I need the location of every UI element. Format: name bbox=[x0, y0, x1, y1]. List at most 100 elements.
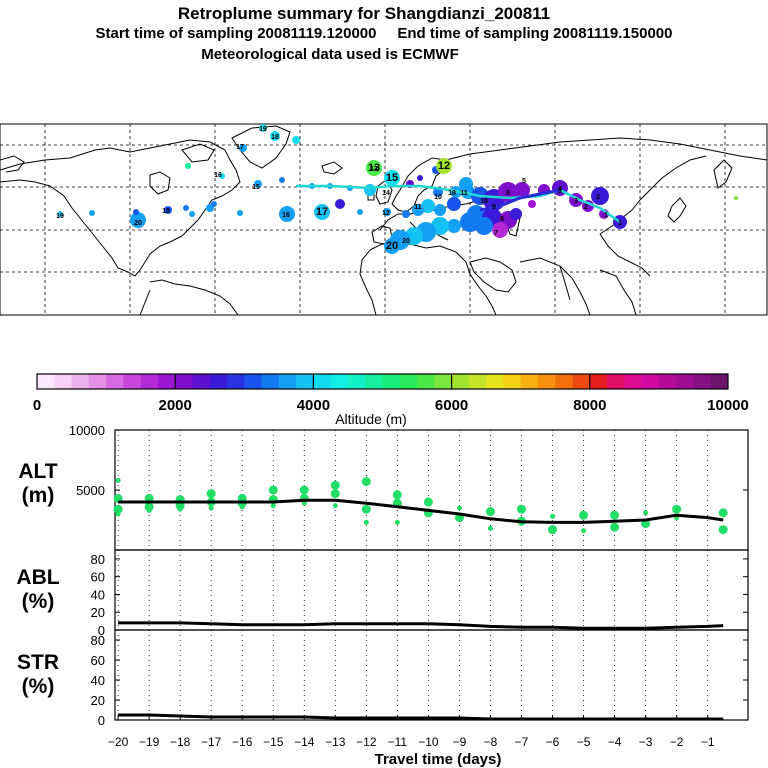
colorbar-swatch bbox=[244, 374, 263, 389]
y-tick-label: 20 bbox=[91, 693, 105, 708]
trajectory-day-label: 17 bbox=[236, 144, 244, 151]
altitude-point bbox=[579, 510, 589, 520]
altitude-point bbox=[115, 511, 121, 517]
colorbar-swatch bbox=[71, 374, 90, 389]
x-tick-label: −5 bbox=[577, 735, 591, 749]
colorbar-swatch bbox=[520, 374, 539, 389]
panel-ylabel: (%) bbox=[22, 675, 55, 698]
altitude-point bbox=[206, 489, 216, 499]
plume-marker bbox=[270, 131, 280, 141]
plume-marker bbox=[402, 210, 410, 218]
trajectory-day-label: 16 bbox=[282, 212, 290, 219]
altitude-point bbox=[392, 490, 402, 500]
y-tick-label: 20 bbox=[91, 605, 105, 620]
colorbar-swatch bbox=[589, 374, 608, 389]
y-tick-label: 80 bbox=[91, 552, 105, 567]
y-tick-label: 60 bbox=[91, 570, 105, 585]
altitude-point bbox=[516, 504, 526, 514]
panel-ylabel: (%) bbox=[22, 590, 55, 613]
altitude-point bbox=[363, 519, 369, 525]
trajectory-day-label: 20 bbox=[386, 240, 398, 252]
colorbar-tick-label: 2000 bbox=[159, 397, 192, 414]
altitude-point bbox=[299, 485, 309, 495]
altitude-point bbox=[208, 505, 214, 511]
colorbar-swatch bbox=[382, 374, 401, 389]
plume-track bbox=[296, 184, 621, 224]
colorbar-swatch bbox=[261, 374, 280, 389]
colorbar-tick-label: 0 bbox=[33, 397, 41, 414]
plume-marker bbox=[460, 212, 480, 232]
plume-marker bbox=[314, 204, 330, 220]
altitude-point bbox=[115, 477, 121, 483]
trajectory-day-label: 13 bbox=[370, 166, 378, 173]
colorbar-swatch bbox=[54, 374, 73, 389]
plume-marker bbox=[292, 136, 300, 144]
altitude-point bbox=[487, 525, 493, 531]
altitude-point bbox=[361, 504, 371, 514]
altitude-point bbox=[718, 525, 728, 535]
altitude-point bbox=[332, 503, 338, 509]
plume-marker bbox=[279, 206, 295, 222]
plume-marker bbox=[89, 210, 95, 216]
chart-title: Retroplume summary for Shangdianzi_20081… bbox=[177, 4, 551, 23]
colorbar-swatch bbox=[693, 374, 712, 389]
time-series-panels: 500010000ALT(m)020406080ABL(%)020406080S… bbox=[16, 423, 749, 768]
altitude-point bbox=[239, 504, 245, 510]
plume-marker bbox=[412, 204, 424, 216]
plume-marker bbox=[528, 200, 536, 208]
colorbar-frame bbox=[36, 373, 729, 390]
altitude-point bbox=[330, 480, 340, 490]
altitude-point bbox=[672, 504, 682, 514]
colorbar-swatch bbox=[399, 374, 418, 389]
colorbar-swatch bbox=[296, 374, 314, 389]
colorbar-swatch bbox=[37, 374, 55, 389]
colorbar-swatch bbox=[140, 374, 159, 389]
colorbar-swatch bbox=[572, 374, 591, 389]
y-tick-label: 40 bbox=[91, 673, 105, 688]
colorbar-tick-label: 6000 bbox=[435, 397, 468, 414]
x-tick-label: −2 bbox=[670, 735, 684, 749]
plume-marker bbox=[164, 206, 172, 214]
colorbar-tick-label: 8000 bbox=[573, 397, 606, 414]
trajectory-day-label: 4 bbox=[558, 186, 562, 193]
trajectory-day-label: 11 bbox=[414, 204, 422, 211]
panel-alt: 5000 10000 ALT(m) bbox=[18, 423, 749, 551]
panel-ylabel: STR bbox=[17, 651, 59, 674]
plume-marker bbox=[447, 197, 461, 211]
colorbar-swatch bbox=[347, 374, 366, 389]
trajectory-day-label: 3 bbox=[558, 188, 562, 195]
altitude-point bbox=[146, 507, 152, 513]
colorbar-swatch bbox=[88, 374, 107, 389]
trajectory-day-label: 18 bbox=[448, 190, 456, 197]
colorbar-label: Altitude (m) bbox=[335, 411, 407, 427]
x-tick-label: −10 bbox=[418, 735, 439, 749]
colorbar-swatch bbox=[503, 374, 522, 389]
x-tick-label: −14 bbox=[294, 735, 315, 749]
altitude-point bbox=[456, 505, 462, 511]
map-frame bbox=[0, 123, 768, 316]
x-tick-label: −13 bbox=[325, 735, 346, 749]
plume-marker bbox=[130, 212, 146, 228]
trajectory-day-label: 19 bbox=[56, 213, 64, 220]
trajectory-day-label: 9 bbox=[492, 204, 496, 211]
series-line-abl bbox=[118, 621, 724, 630]
plume-marker bbox=[335, 199, 345, 209]
panel-ylabel: ABL bbox=[16, 566, 59, 589]
colorbar-swatch bbox=[676, 374, 694, 389]
plume-marker bbox=[211, 201, 217, 207]
panel-ylabel: (m) bbox=[22, 484, 55, 507]
colorbar-swatch bbox=[468, 374, 487, 389]
x-tick-label: −16 bbox=[232, 735, 253, 749]
panel-frame bbox=[114, 549, 749, 631]
series-line-alt bbox=[118, 498, 724, 524]
altitude-point bbox=[268, 485, 278, 495]
altitude-point bbox=[581, 528, 587, 534]
trajectory-day-label: 7 bbox=[494, 230, 498, 237]
colorbar-tick-label: 4000 bbox=[297, 397, 330, 414]
colorbar-swatch bbox=[710, 374, 729, 389]
panel-abl: 0 20 40 60 80 ABL(%) bbox=[16, 549, 749, 638]
trajectory-day-label: 3 bbox=[574, 198, 578, 205]
altitude-point bbox=[548, 525, 558, 535]
